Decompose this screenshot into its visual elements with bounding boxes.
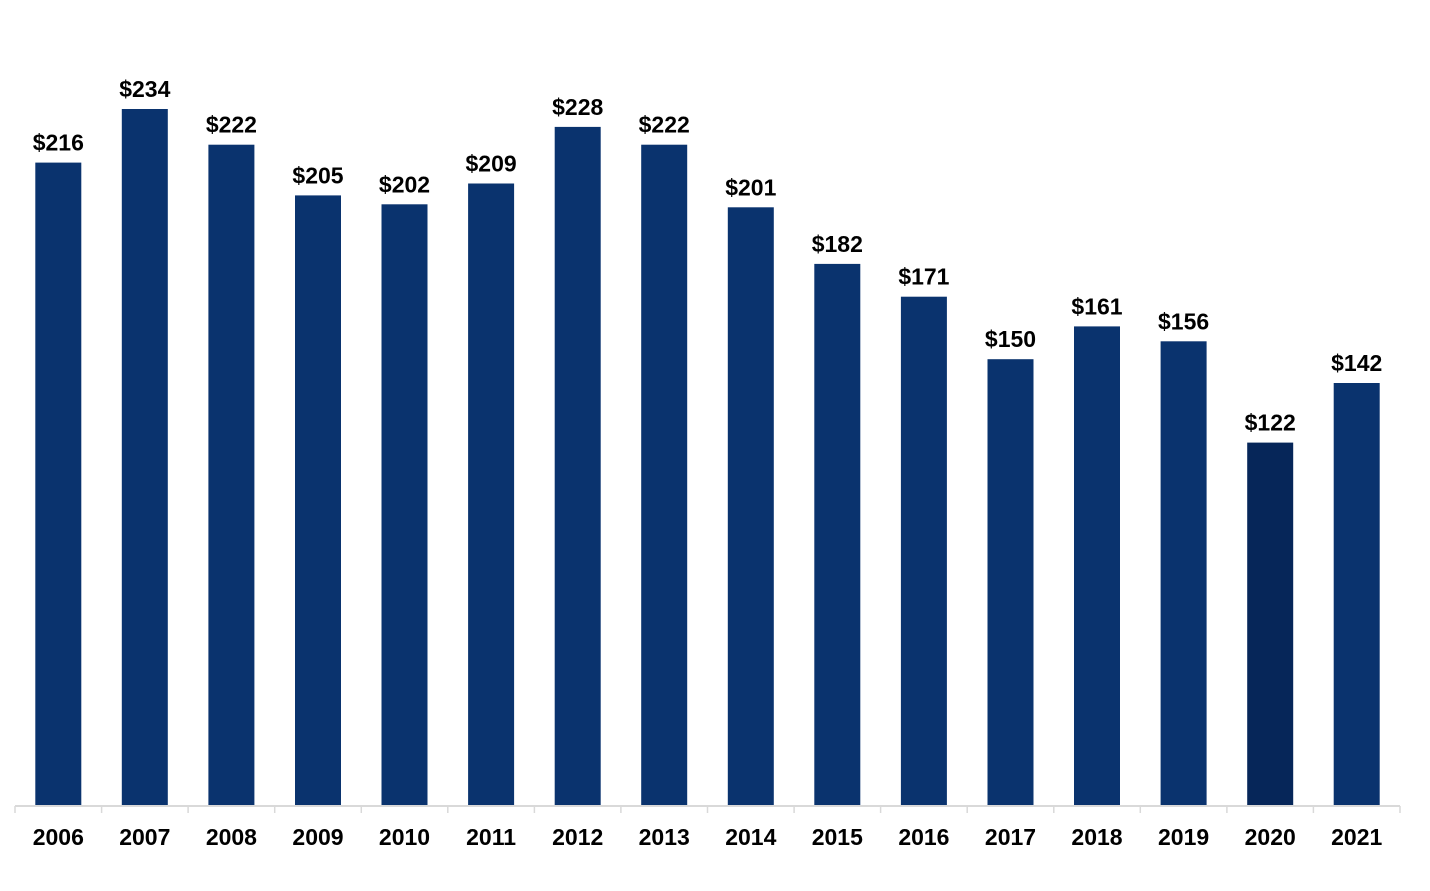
x-tick-label-2006: 2006	[33, 824, 84, 850]
value-labels-group: $216 $234 $222 $205 $202 $209 $228 $222 $201 $182…	[33, 76, 1383, 436]
bar-2020	[1247, 442, 1294, 806]
bar-2008	[208, 144, 255, 806]
value-label-2006: $216	[33, 130, 84, 156]
bar-2010	[381, 204, 428, 807]
x-tick-label-2015: 2015	[812, 824, 863, 850]
value-label-2011: $209	[466, 151, 517, 177]
bar-2009	[295, 195, 341, 806]
bar-2012	[554, 126, 601, 806]
bar-2011	[468, 183, 515, 806]
bar-2017	[987, 359, 1034, 806]
value-label-2016: $171	[898, 264, 949, 290]
value-label-2012: $228	[552, 94, 603, 120]
x-tick-label-2020: 2020	[1245, 824, 1296, 850]
x-tick-label-2016: 2016	[898, 824, 949, 850]
bar-2018	[1074, 326, 1120, 806]
value-label-2020: $122	[1245, 410, 1296, 436]
x-tick-label-2012: 2012	[552, 824, 603, 850]
x-tick-label-2021: 2021	[1331, 824, 1382, 850]
x-tick-label-2009: 2009	[292, 824, 343, 850]
value-label-2021: $142	[1331, 350, 1382, 376]
bar-2014	[727, 207, 774, 807]
x-tick-label-2018: 2018	[1071, 824, 1122, 850]
x-tick-label-2017: 2017	[985, 824, 1036, 850]
bars-group	[35, 109, 1380, 807]
value-label-2015: $182	[812, 231, 863, 257]
x-tick-label-2019: 2019	[1158, 824, 1209, 850]
x-axis-ticks	[14, 806, 1401, 813]
bar-2007	[121, 109, 168, 806]
x-tick-label-2007: 2007	[119, 824, 170, 850]
value-label-2009: $205	[292, 162, 343, 188]
x-tick-label-2008: 2008	[206, 824, 257, 850]
bar-2021	[1333, 383, 1380, 806]
x-tick-label-2010: 2010	[379, 824, 430, 850]
bar-2013	[641, 144, 688, 806]
value-label-2014: $201	[725, 174, 776, 200]
value-label-2018: $161	[1071, 293, 1122, 319]
bar-2015	[814, 263, 861, 806]
value-label-2019: $156	[1158, 308, 1209, 334]
value-label-2010: $202	[379, 171, 430, 197]
bar-2006	[35, 162, 82, 807]
x-tick-label-2013: 2013	[639, 824, 690, 850]
bar-2019	[1160, 341, 1207, 806]
x-tick-label-2011: 2011	[466, 824, 516, 850]
value-label-2007: $234	[119, 76, 170, 102]
bar-2016	[900, 296, 947, 806]
x-axis-labels: 2006 2007 2008 2009 2010 2011 2012 2013 2014 2015…	[33, 824, 1383, 850]
value-label-2017: $150	[985, 326, 1036, 352]
value-label-2013: $222	[639, 112, 690, 138]
x-tick-label-2014: 2014	[725, 824, 776, 850]
value-label-2008: $222	[206, 112, 257, 138]
